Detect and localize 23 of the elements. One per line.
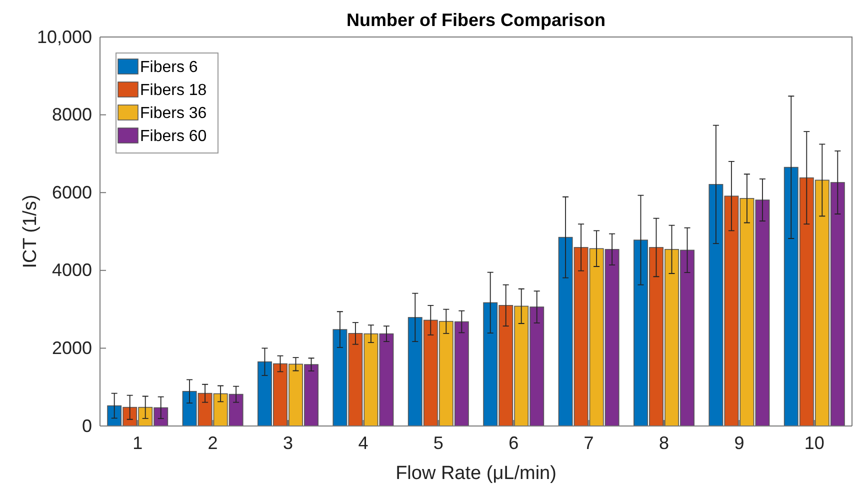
- x-tick-label: 7: [584, 432, 594, 453]
- y-axis-title: ICT (1/s): [20, 194, 41, 268]
- x-tick-label: 5: [433, 432, 444, 453]
- x-tick-label: 10: [804, 432, 824, 453]
- x-axis-title: Flow Rate (μL/min): [396, 463, 556, 484]
- legend-label: Fibers 60: [140, 128, 207, 145]
- x-tick-label: 2: [208, 432, 218, 453]
- y-tick-label: 6000: [52, 182, 92, 202]
- x-tick-label: 9: [734, 432, 744, 453]
- chart-title: Number of Fibers Comparison: [346, 10, 606, 30]
- y-tick-label: 4000: [52, 260, 92, 280]
- y-tick-label: 10,000: [36, 26, 92, 47]
- y-tick-label: 8000: [52, 104, 92, 125]
- x-tick-label: 6: [508, 432, 519, 453]
- legend-label: Fibers 18: [140, 82, 207, 99]
- legend-label: Fibers 36: [140, 105, 207, 122]
- x-tick-label: 3: [282, 432, 294, 453]
- legend-label: Fibers 6: [140, 59, 198, 76]
- y-tick-label: 0: [82, 416, 92, 436]
- x-tick-label: 8: [658, 432, 670, 453]
- x-tick-label: 1: [132, 432, 143, 453]
- x-tick-label: 4: [358, 432, 368, 453]
- y-tick-label: 2000: [52, 338, 92, 358]
